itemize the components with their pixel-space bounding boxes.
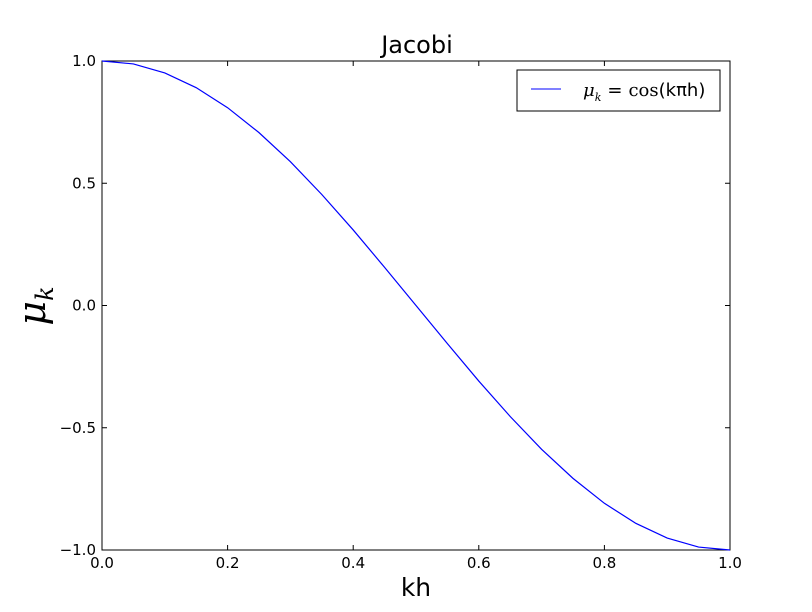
y-tick-label: −0.5 <box>60 419 96 437</box>
x-tick-label: 0.0 <box>90 554 114 572</box>
legend-symbol-subscript: k <box>595 91 602 104</box>
y-tick-label: 0.5 <box>72 174 96 192</box>
legend-box <box>516 69 721 112</box>
y-tick-label: −1.0 <box>60 541 96 559</box>
series-line <box>101 60 731 551</box>
legend-label: μk = cos(kπh) <box>583 80 705 104</box>
series-layer <box>101 60 731 551</box>
y-axis-label-subscript: k <box>31 286 59 301</box>
legend-arg: (kπh) <box>659 80 706 101</box>
y-axis-label-symbol: μ <box>10 301 54 326</box>
legend-equals: = <box>607 80 622 101</box>
plot-area: 0.0 0.2 0.4 0.6 0.8 1.0 1.0 0.5 0.0 −0.5 −1.0 <box>60 52 742 572</box>
axis-ticks: 0.0 0.2 0.4 0.6 0.8 1.0 1.0 0.5 0.0 −0.5 −1.0 <box>60 52 742 572</box>
chart-title: Jacobi <box>379 31 453 59</box>
legend-func: cos <box>628 80 658 101</box>
x-tick-label: 0.4 <box>341 554 365 572</box>
x-tick-label: 0.8 <box>592 554 616 572</box>
x-tick-label: 0.6 <box>467 554 491 572</box>
x-tick-label: 0.2 <box>216 554 240 572</box>
y-tick-label: 0.0 <box>72 297 96 315</box>
x-tick-label: 1.0 <box>718 554 742 572</box>
x-axis-label: kh <box>401 573 431 602</box>
svg-text:μk: μk <box>10 286 59 325</box>
legend-symbol: μ <box>583 80 595 101</box>
legend: μk = cos(kπh) <box>516 69 721 112</box>
y-axis-label: μk <box>10 286 59 325</box>
y-tick-label: 1.0 <box>72 52 96 70</box>
